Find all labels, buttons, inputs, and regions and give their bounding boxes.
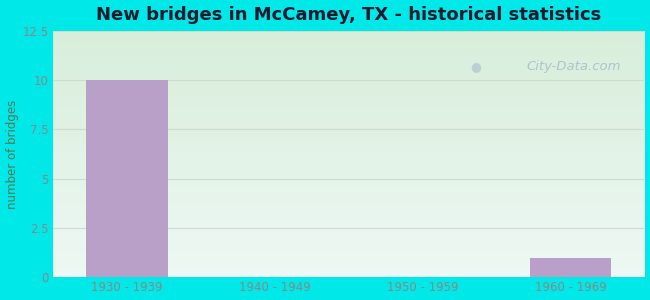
Bar bbox=[530, 257, 611, 277]
Bar bbox=[86, 80, 168, 277]
Y-axis label: number of bridges: number of bridges bbox=[6, 99, 19, 208]
Text: ●: ● bbox=[470, 60, 481, 73]
Text: City-Data.com: City-Data.com bbox=[526, 60, 621, 73]
Title: New bridges in McCamey, TX - historical statistics: New bridges in McCamey, TX - historical … bbox=[96, 6, 601, 24]
